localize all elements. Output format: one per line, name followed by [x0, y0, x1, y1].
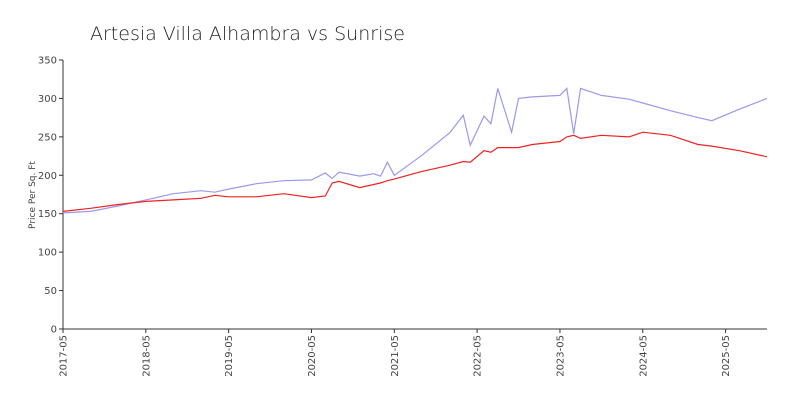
y-tick-label: 350	[38, 56, 57, 67]
x-tick-label: 2018-05	[141, 335, 152, 377]
x-tick-label: 2021-05	[390, 335, 401, 377]
y-tick-label: 300	[38, 94, 57, 105]
series-line	[62, 131, 768, 212]
x-tick-label: 2020-05	[307, 335, 318, 377]
x-tick-label: 2023-05	[555, 335, 566, 377]
x-tick-label: 2017-05	[59, 335, 70, 377]
y-tick-label: 100	[38, 248, 57, 259]
y-tick-label: 150	[38, 209, 57, 220]
y-tick-label: 250	[38, 132, 57, 143]
series-line	[62, 87, 768, 214]
y-axis-label: Price Per Sq. Ft	[28, 161, 38, 229]
x-tick-label: 2022-05	[473, 335, 484, 377]
x-tick-label: 2025-05	[721, 335, 732, 377]
y-tick-label: 200	[38, 171, 57, 182]
x-tick-label: 2019-05	[224, 335, 235, 377]
chart-title: Artesia Villa Alhambra vs Sunrise	[90, 23, 405, 45]
x-tick-label: 2024-05	[638, 335, 649, 377]
y-tick-label: 50	[44, 286, 57, 297]
y-tick-label: 0	[51, 325, 57, 336]
